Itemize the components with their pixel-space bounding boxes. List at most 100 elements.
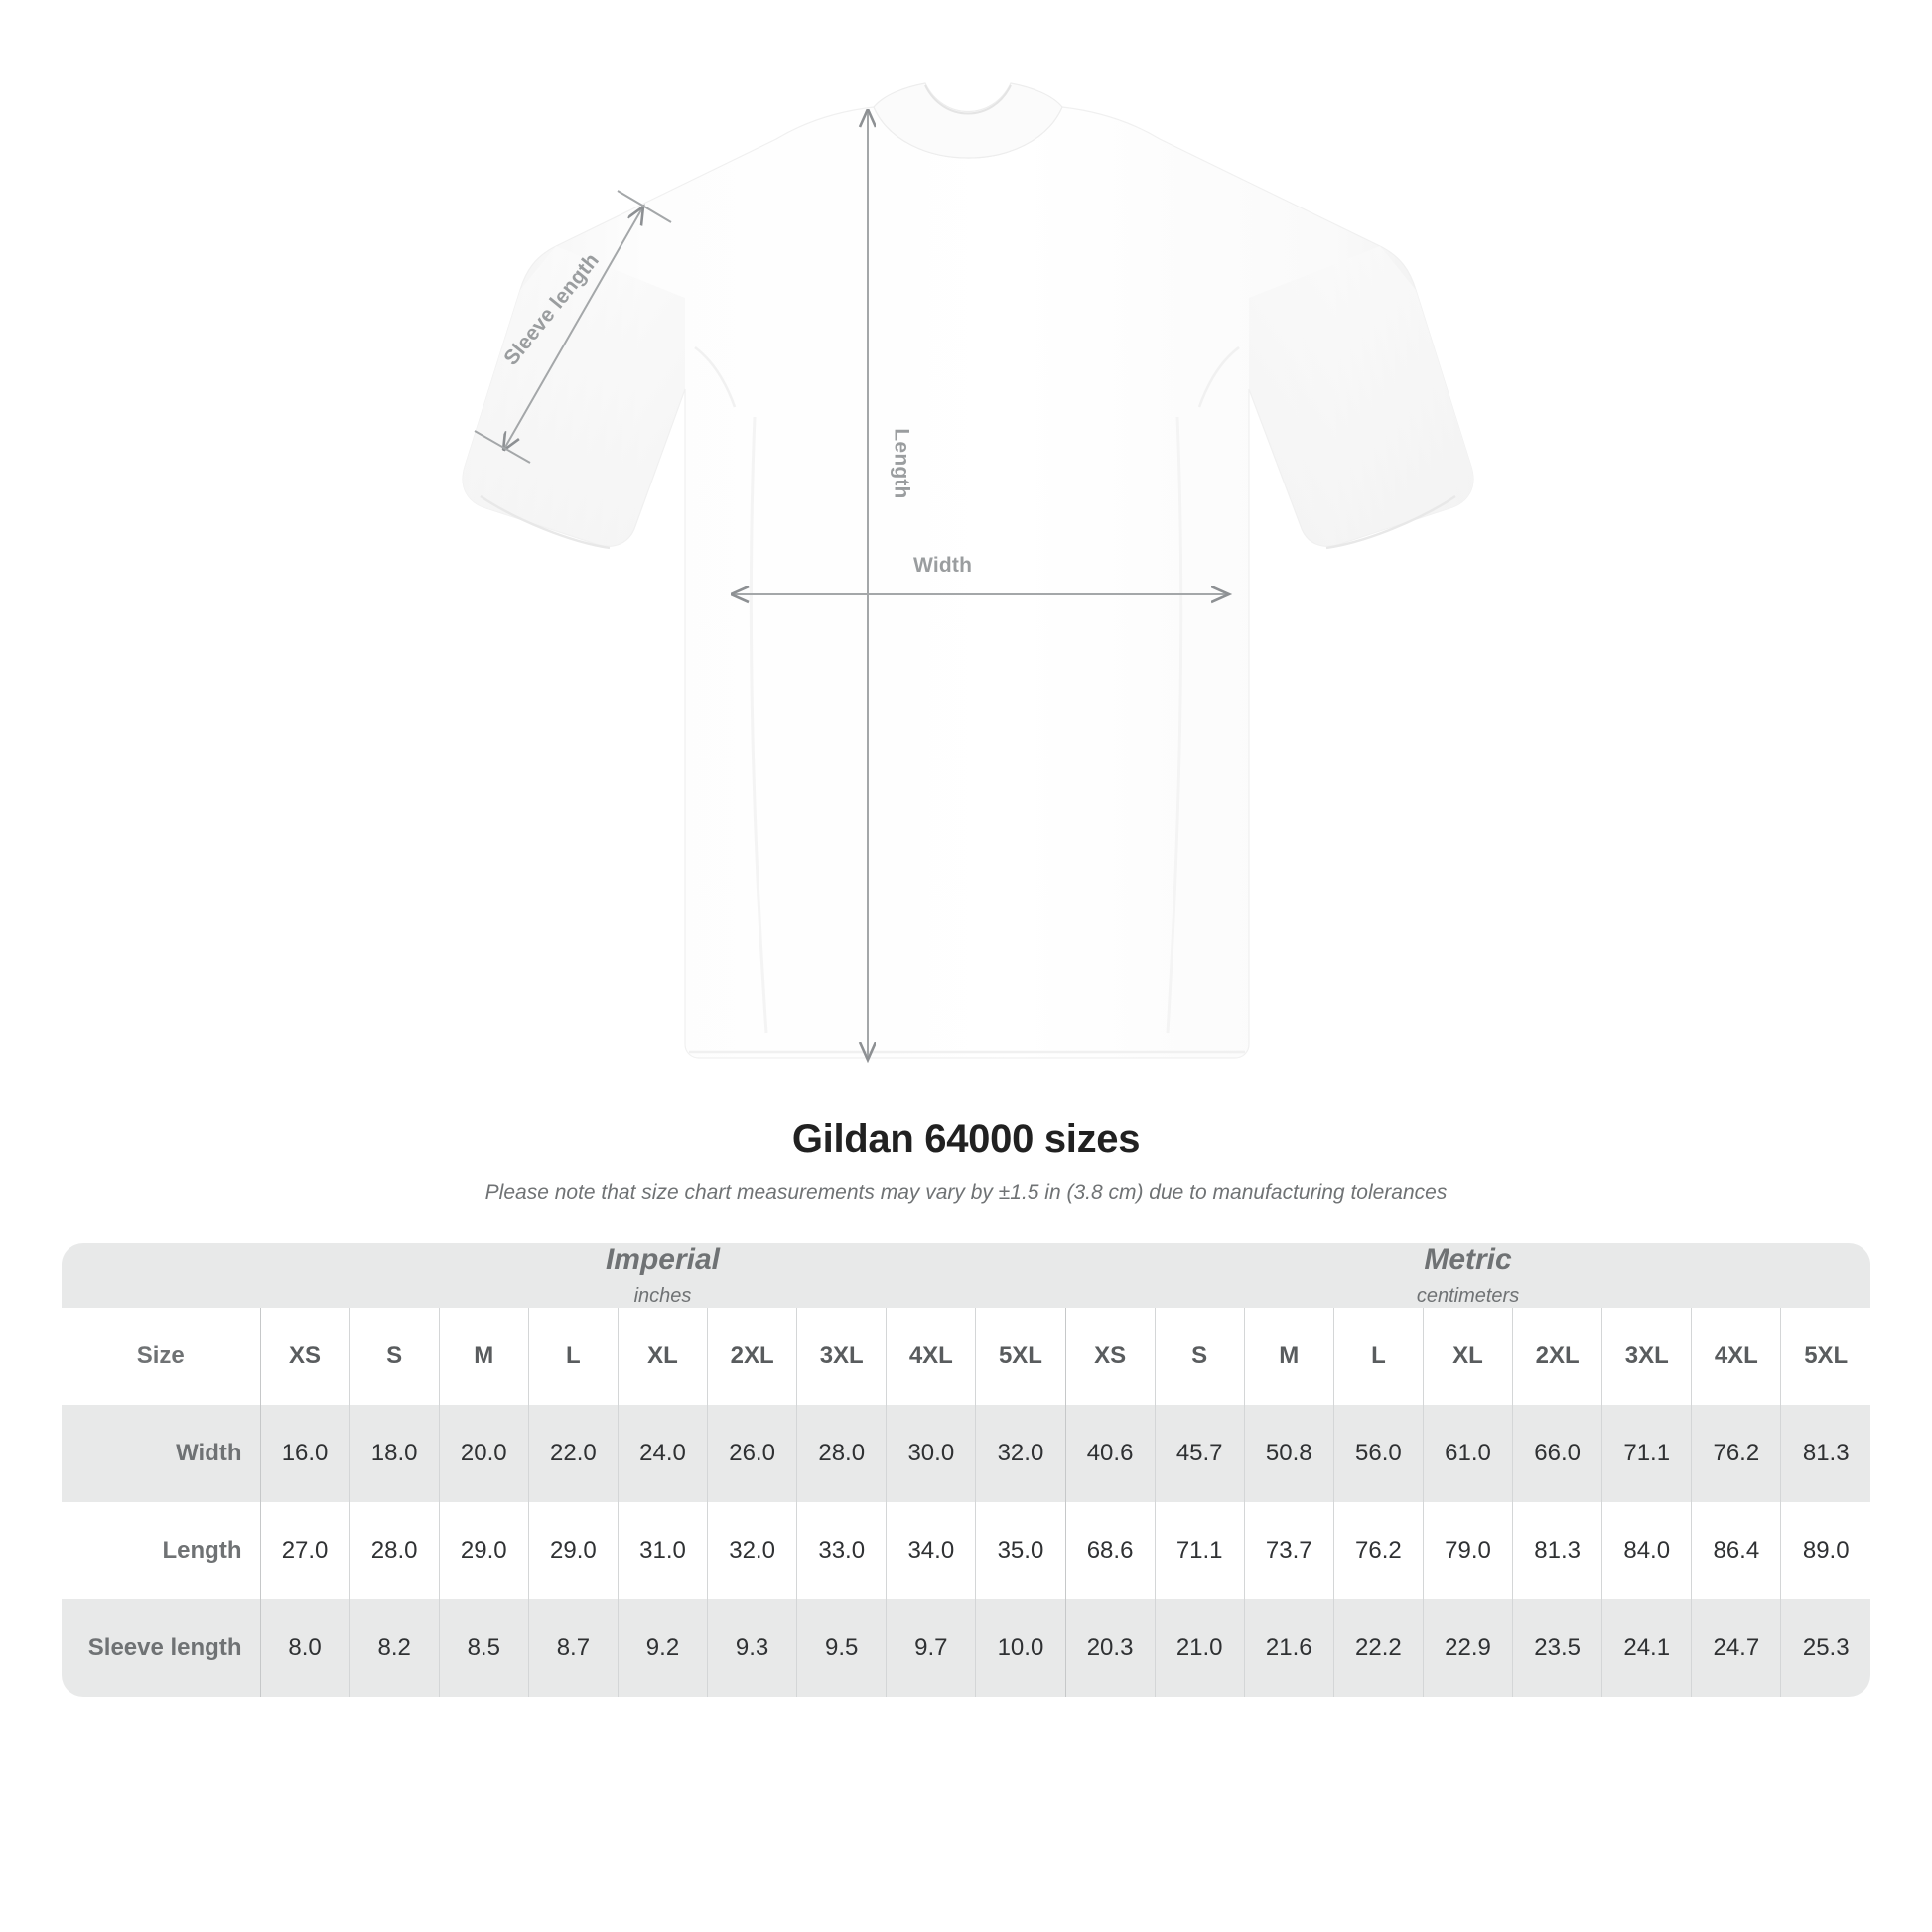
cell-width-metric-3xl: 71.1 <box>1601 1405 1692 1502</box>
cell-sleeve-length-imperial-xl: 9.2 <box>617 1599 708 1697</box>
cell-length-metric-xl: 79.0 <box>1422 1502 1513 1599</box>
size-header-imperial-xs: XS <box>259 1308 350 1405</box>
unit-header-imperial: Imperial inches <box>260 1243 1066 1308</box>
size-header-imperial-3xl: 3XL <box>796 1308 887 1405</box>
row-label-width: Width <box>62 1405 260 1502</box>
size-header-row: Size XS S M L XL 2XL 3XL 4XL 5XL XS S M L XL 2XL 3XL 4XL 5… <box>62 1308 1870 1405</box>
sleeve-tick-bottom <box>474 430 531 464</box>
cell-sleeve-length-imperial-3xl: 9.5 <box>796 1599 887 1697</box>
cell-length-metric-l: 76.2 <box>1332 1502 1424 1599</box>
size-header-metric-xs: XS <box>1064 1308 1156 1405</box>
cell-sleeve-length-imperial-s: 8.2 <box>348 1599 440 1697</box>
size-header-imperial-m: M <box>438 1308 529 1405</box>
cell-length-imperial-l: 29.0 <box>527 1502 619 1599</box>
page-title: Gildan 64000 sizes <box>791 1117 1141 1161</box>
cell-width-imperial-4xl: 30.0 <box>886 1405 976 1502</box>
unit-name: Metric <box>1424 1243 1512 1276</box>
cell-sleeve-length-metric-5xl: 25.3 <box>1780 1599 1870 1697</box>
measurement-guides <box>474 111 1229 1060</box>
cell-width-imperial-l: 22.0 <box>527 1405 619 1502</box>
table-row: Length 27.0 28.0 29.0 29.0 31.0 32.0 33.0 34.0 35… <box>62 1502 1870 1599</box>
cell-width-imperial-xs: 16.0 <box>259 1405 350 1502</box>
cell-width-imperial-s: 18.0 <box>348 1405 440 1502</box>
cell-width-imperial-2xl: 26.0 <box>707 1405 797 1502</box>
cell-length-imperial-m: 29.0 <box>438 1502 529 1599</box>
cell-length-imperial-4xl: 34.0 <box>886 1502 976 1599</box>
unit-header-spacer <box>62 1243 260 1308</box>
unit-sub: inches <box>633 1285 692 1307</box>
cell-length-metric-s: 71.1 <box>1154 1502 1245 1599</box>
length-label: Length <box>890 428 913 499</box>
cell-sleeve-length-imperial-4xl: 9.7 <box>886 1599 976 1697</box>
cell-width-metric-m: 50.8 <box>1243 1405 1334 1502</box>
size-table: Imperial inches Metric centimeters Size XS S M L… <box>62 1243 1870 1697</box>
corner-label: Size <box>62 1308 260 1405</box>
row-label-length: Length <box>62 1502 260 1599</box>
size-header-metric-3xl: 3XL <box>1601 1308 1692 1405</box>
unit-header-row: Imperial inches Metric centimeters <box>62 1243 1870 1308</box>
cell-length-metric-xs: 68.6 <box>1064 1502 1156 1599</box>
sleeve-arrow <box>504 207 643 449</box>
cell-sleeve-length-imperial-2xl: 9.3 <box>707 1599 797 1697</box>
cell-sleeve-length-imperial-l: 8.7 <box>527 1599 619 1697</box>
unit-header-metric: Metric centimeters <box>1065 1243 1870 1308</box>
cell-width-metric-4xl: 76.2 <box>1691 1405 1781 1502</box>
table-row: Sleeve length 8.0 8.2 8.5 8.7 9.2 9.3 9.5 9.7 10.… <box>62 1599 1870 1697</box>
size-header-metric-4xl: 4XL <box>1691 1308 1781 1405</box>
size-header-metric-m: M <box>1243 1308 1334 1405</box>
cell-length-imperial-5xl: 35.0 <box>975 1502 1066 1599</box>
cell-width-imperial-xl: 24.0 <box>617 1405 708 1502</box>
size-header-imperial-xl: XL <box>617 1308 708 1405</box>
cell-length-imperial-2xl: 32.0 <box>707 1502 797 1599</box>
cell-width-metric-5xl: 81.3 <box>1780 1405 1870 1502</box>
size-header-imperial-l: L <box>527 1308 619 1405</box>
cell-length-metric-2xl: 81.3 <box>1512 1502 1602 1599</box>
page-subtitle: Please note that size chart measurements… <box>484 1181 1448 1204</box>
unit-sub: centimeters <box>1416 1285 1520 1307</box>
width-label: Width <box>913 554 973 577</box>
cell-length-imperial-3xl: 33.0 <box>796 1502 887 1599</box>
tshirt-illustration <box>462 82 1474 1097</box>
cell-sleeve-length-metric-m: 21.6 <box>1243 1599 1334 1697</box>
cell-width-metric-xs: 40.6 <box>1064 1405 1156 1502</box>
cell-sleeve-length-metric-l: 22.2 <box>1332 1599 1424 1697</box>
unit-name: Imperial <box>605 1243 721 1276</box>
tshirt-diagram: Sleeve length Length Width <box>462 82 1474 1097</box>
cell-width-metric-s: 45.7 <box>1154 1405 1245 1502</box>
table-row: Width 16.0 18.0 20.0 22.0 24.0 26.0 28.0 30.0 32.… <box>62 1405 1870 1502</box>
cell-width-metric-2xl: 66.0 <box>1512 1405 1602 1502</box>
cell-length-imperial-xl: 31.0 <box>617 1502 708 1599</box>
cell-length-imperial-s: 28.0 <box>348 1502 440 1599</box>
size-header-metric-s: S <box>1154 1308 1245 1405</box>
size-header-metric-5xl: 5XL <box>1780 1308 1870 1405</box>
size-header-metric-xl: XL <box>1422 1308 1513 1405</box>
size-header-imperial-s: S <box>348 1308 440 1405</box>
cell-width-metric-xl: 61.0 <box>1422 1405 1513 1502</box>
cell-sleeve-length-metric-xl: 22.9 <box>1422 1599 1513 1697</box>
cell-sleeve-length-imperial-5xl: 10.0 <box>975 1599 1066 1697</box>
cell-width-metric-l: 56.0 <box>1332 1405 1424 1502</box>
row-label-sleeve-length: Sleeve length <box>62 1599 260 1697</box>
cell-sleeve-length-metric-2xl: 23.5 <box>1512 1599 1602 1697</box>
cell-length-metric-m: 73.7 <box>1243 1502 1334 1599</box>
cell-sleeve-length-imperial-xs: 8.0 <box>259 1599 350 1697</box>
shirt-shape <box>462 82 1474 1059</box>
cell-sleeve-length-metric-xs: 20.3 <box>1064 1599 1156 1697</box>
cell-length-metric-3xl: 84.0 <box>1601 1502 1692 1599</box>
cell-sleeve-length-metric-3xl: 24.1 <box>1601 1599 1692 1697</box>
cell-width-imperial-m: 20.0 <box>438 1405 529 1502</box>
title-block: Gildan 64000 sizes Please note that size… <box>0 1117 1932 1205</box>
sleeve-tick-top <box>617 190 672 223</box>
cell-sleeve-length-imperial-m: 8.5 <box>438 1599 529 1697</box>
cell-width-imperial-5xl: 32.0 <box>975 1405 1066 1502</box>
size-header-metric-2xl: 2XL <box>1512 1308 1602 1405</box>
size-header-metric-l: L <box>1332 1308 1424 1405</box>
cell-length-imperial-xs: 27.0 <box>259 1502 350 1599</box>
size-table-container: Imperial inches Metric centimeters Size XS S M L… <box>62 1243 1870 1697</box>
cell-length-metric-5xl: 89.0 <box>1780 1502 1870 1599</box>
cell-sleeve-length-metric-s: 21.0 <box>1154 1599 1245 1697</box>
size-header-imperial-2xl: 2XL <box>707 1308 797 1405</box>
cell-width-imperial-3xl: 28.0 <box>796 1405 887 1502</box>
cell-sleeve-length-metric-4xl: 24.7 <box>1691 1599 1781 1697</box>
